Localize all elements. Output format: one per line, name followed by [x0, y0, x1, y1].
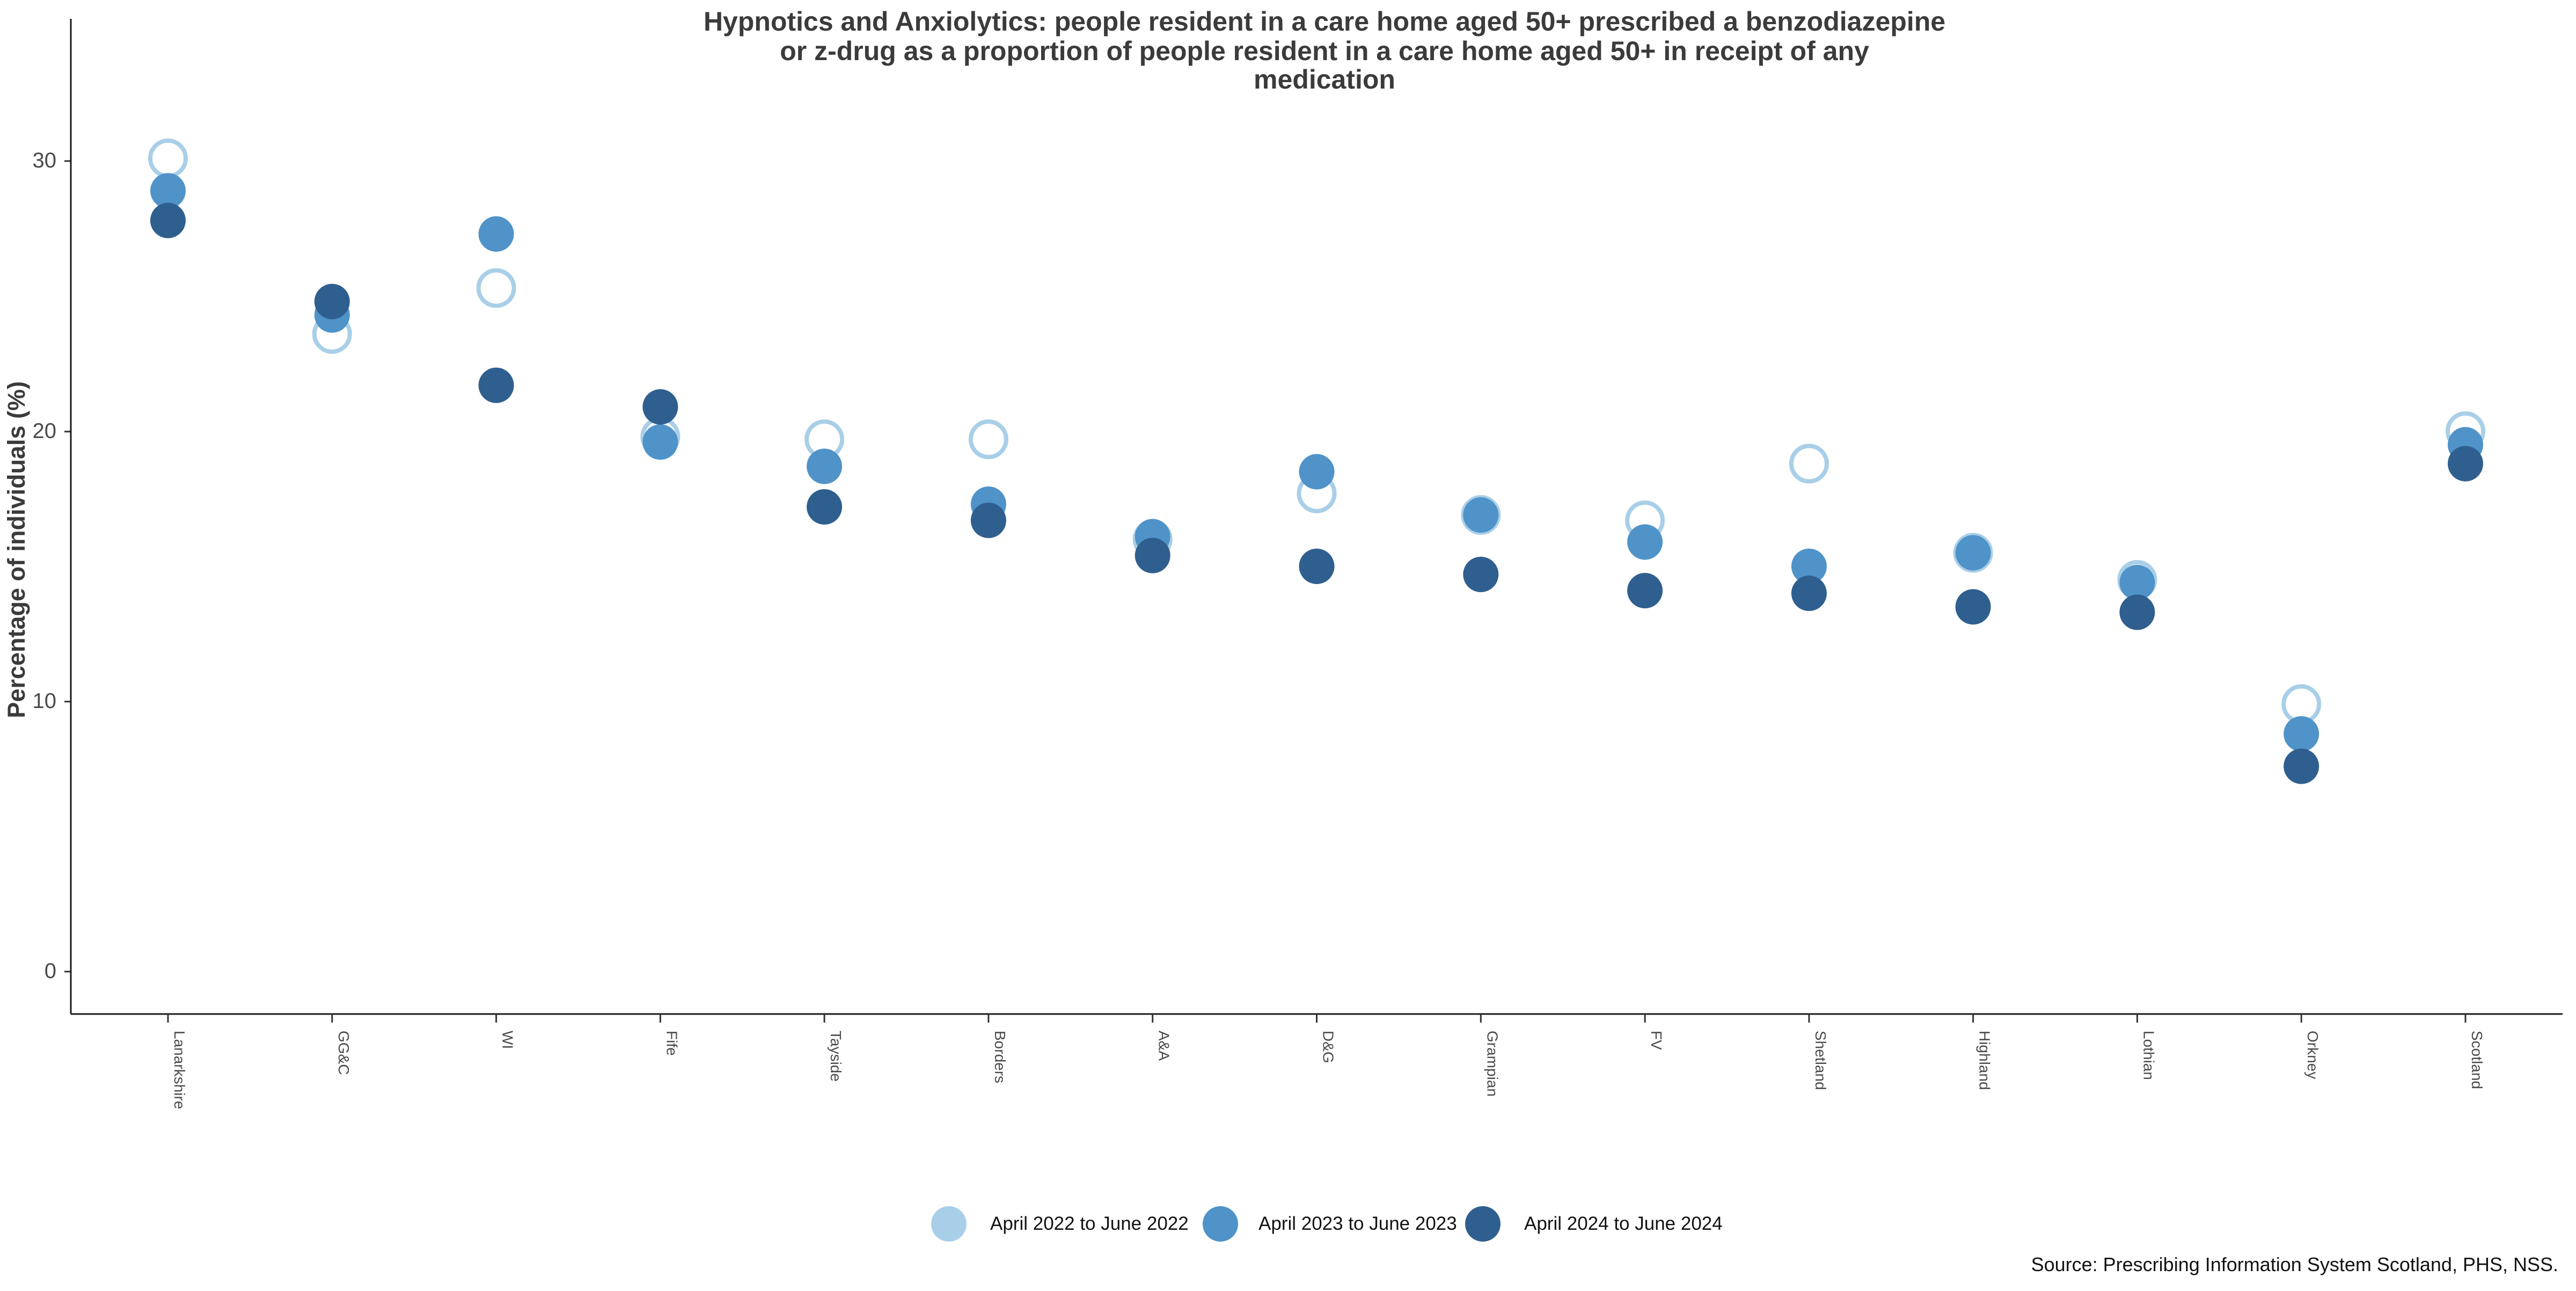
- svg-text:April 2024 to June 2024: April 2024 to June 2024: [1524, 1213, 1723, 1234]
- svg-text:Percentage of individuals (%): Percentage of individuals (%): [3, 381, 30, 718]
- svg-text:Shetland: Shetland: [1812, 1031, 1829, 1090]
- svg-text:Grampian: Grampian: [1484, 1031, 1501, 1097]
- svg-text:medication: medication: [1254, 64, 1395, 94]
- svg-text:Orkney: Orkney: [2304, 1031, 2321, 1079]
- svg-text:April 2022 to June 2022: April 2022 to June 2022: [990, 1213, 1189, 1234]
- svg-text:GG&C: GG&C: [335, 1031, 352, 1075]
- svg-text:April 2023 to June 2023: April 2023 to June 2023: [1258, 1213, 1457, 1234]
- svg-text:WI: WI: [500, 1031, 516, 1049]
- svg-text:10: 10: [33, 689, 57, 713]
- svg-text:0: 0: [45, 959, 56, 983]
- svg-text:Lanarkshire: Lanarkshire: [171, 1031, 188, 1109]
- svg-text:30: 30: [33, 149, 57, 172]
- svg-text:Hypnotics and Anxiolytics: peo: Hypnotics and Anxiolytics: people reside…: [704, 6, 1945, 37]
- svg-text:D&G: D&G: [1320, 1031, 1337, 1063]
- svg-text:Fife: Fife: [663, 1031, 680, 1056]
- svg-text:or z-drug as a proportion of p: or z-drug as a proportion of people resi…: [780, 36, 1869, 66]
- svg-text:Highland: Highland: [1977, 1031, 1993, 1090]
- svg-text:Source: Prescribing Informatio: Source: Prescribing Information System S…: [2031, 1253, 2558, 1275]
- svg-text:FV: FV: [1648, 1031, 1665, 1050]
- svg-text:20: 20: [33, 419, 57, 443]
- svg-text:Scotland: Scotland: [2469, 1031, 2485, 1089]
- svg-text:Lothian: Lothian: [2140, 1031, 2157, 1080]
- svg-text:Borders: Borders: [992, 1031, 1008, 1083]
- svg-text:Tayside: Tayside: [828, 1031, 844, 1082]
- svg-text:A&A: A&A: [1156, 1031, 1173, 1061]
